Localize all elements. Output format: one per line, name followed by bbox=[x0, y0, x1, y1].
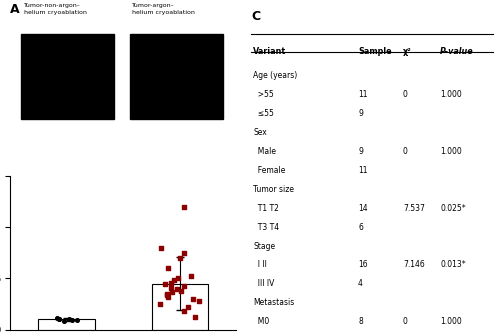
Point bbox=[180, 283, 188, 288]
Text: C: C bbox=[251, 10, 260, 23]
Text: 9: 9 bbox=[358, 147, 363, 156]
Text: T1 T2: T1 T2 bbox=[254, 204, 280, 213]
Text: 0: 0 bbox=[403, 147, 407, 156]
Text: 7.537: 7.537 bbox=[403, 204, 424, 213]
Point bbox=[164, 265, 172, 271]
Point bbox=[158, 245, 166, 250]
Text: 7.146: 7.146 bbox=[403, 260, 424, 269]
Text: >55: >55 bbox=[254, 90, 274, 99]
Text: III IV: III IV bbox=[254, 279, 275, 288]
Point bbox=[156, 301, 164, 307]
Text: 8: 8 bbox=[358, 317, 363, 326]
Point bbox=[73, 318, 81, 323]
Text: 14: 14 bbox=[358, 204, 368, 213]
Point bbox=[168, 280, 175, 285]
Text: Tumor-argon–
helium cryoablation: Tumor-argon– helium cryoablation bbox=[132, 3, 195, 15]
Point bbox=[164, 294, 172, 300]
Point bbox=[68, 317, 76, 323]
Point bbox=[55, 316, 63, 322]
Point bbox=[177, 288, 185, 293]
Text: Tumor size: Tumor size bbox=[254, 185, 294, 194]
Point bbox=[168, 285, 175, 290]
Text: I II: I II bbox=[254, 260, 268, 269]
Text: 9: 9 bbox=[358, 109, 363, 118]
FancyBboxPatch shape bbox=[22, 34, 114, 119]
Point bbox=[60, 318, 68, 324]
Text: Age (years): Age (years) bbox=[254, 71, 298, 80]
Text: Sample: Sample bbox=[358, 47, 392, 56]
Point bbox=[52, 316, 60, 321]
Text: 0.025*: 0.025* bbox=[440, 204, 466, 213]
Bar bbox=[152, 284, 208, 330]
Point bbox=[176, 255, 184, 261]
Text: χ²: χ² bbox=[403, 47, 411, 56]
Point bbox=[173, 286, 181, 291]
Point bbox=[163, 292, 171, 297]
Point bbox=[168, 289, 176, 294]
Text: Male: Male bbox=[254, 147, 276, 156]
Point bbox=[163, 291, 171, 296]
Text: 0.013*: 0.013* bbox=[440, 260, 466, 269]
Text: 0: 0 bbox=[403, 90, 407, 99]
Point bbox=[180, 309, 188, 314]
Text: T3 T4: T3 T4 bbox=[254, 223, 280, 232]
Point bbox=[161, 281, 169, 286]
Text: A: A bbox=[10, 3, 20, 16]
Text: 1.000: 1.000 bbox=[440, 147, 462, 156]
Point bbox=[180, 250, 188, 255]
Point bbox=[195, 298, 203, 304]
Text: M0: M0 bbox=[254, 317, 270, 326]
Text: Stage: Stage bbox=[254, 241, 276, 250]
Text: P-value: P-value bbox=[440, 47, 474, 56]
Text: 16: 16 bbox=[358, 260, 368, 269]
Text: 11: 11 bbox=[358, 90, 368, 99]
Text: 1.000: 1.000 bbox=[440, 90, 462, 99]
Text: ≤55: ≤55 bbox=[254, 109, 274, 118]
Text: Sex: Sex bbox=[254, 128, 267, 137]
Text: Tumor-non-argon–
helium cryoablation: Tumor-non-argon– helium cryoablation bbox=[24, 3, 86, 15]
Bar bbox=[38, 319, 95, 330]
Text: 0: 0 bbox=[403, 317, 407, 326]
Text: 11: 11 bbox=[358, 166, 368, 175]
Point bbox=[188, 274, 196, 279]
Text: 6: 6 bbox=[358, 223, 363, 232]
Text: Metastasis: Metastasis bbox=[254, 298, 294, 307]
Point bbox=[190, 315, 198, 320]
Text: Female: Female bbox=[254, 166, 286, 175]
Point bbox=[55, 317, 63, 322]
FancyBboxPatch shape bbox=[130, 34, 223, 119]
Point bbox=[170, 278, 178, 283]
Point bbox=[180, 204, 188, 209]
Text: 4: 4 bbox=[358, 279, 363, 288]
Point bbox=[184, 304, 192, 310]
Text: Variant: Variant bbox=[254, 47, 286, 56]
Point bbox=[65, 317, 73, 322]
Text: 1.000: 1.000 bbox=[440, 317, 462, 326]
Point bbox=[190, 296, 198, 302]
Point bbox=[174, 276, 182, 281]
